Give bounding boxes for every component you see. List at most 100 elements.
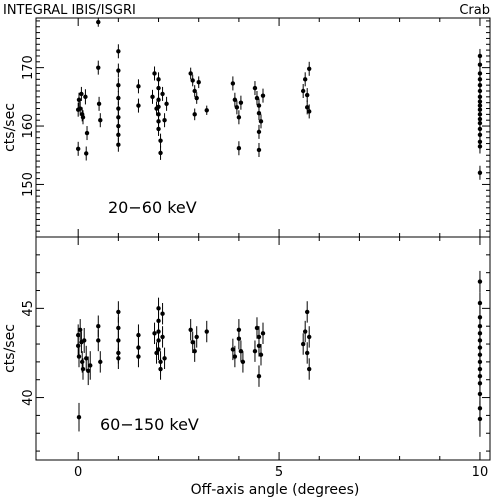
data-point bbox=[156, 306, 161, 311]
data-point bbox=[188, 327, 193, 332]
data-point bbox=[76, 97, 82, 102]
data-point bbox=[116, 95, 121, 101]
data-point bbox=[116, 142, 121, 147]
data-point bbox=[150, 94, 155, 100]
data-point bbox=[236, 336, 242, 341]
data-point bbox=[238, 100, 244, 105]
data-point bbox=[302, 77, 308, 82]
plot-frame bbox=[35, 17, 491, 238]
data-point bbox=[80, 115, 86, 120]
y-tick-label: 160 bbox=[21, 114, 36, 139]
data-point bbox=[477, 391, 483, 397]
data-point bbox=[158, 150, 163, 156]
data-point bbox=[162, 356, 167, 361]
data-point bbox=[84, 130, 90, 136]
data-point bbox=[477, 300, 483, 306]
data-point bbox=[76, 414, 82, 420]
data-point bbox=[252, 85, 258, 91]
data-point bbox=[194, 334, 199, 340]
data-point bbox=[156, 104, 161, 109]
data-point bbox=[258, 352, 264, 357]
data-point bbox=[300, 88, 306, 94]
data-point bbox=[256, 129, 262, 135]
data-point bbox=[230, 81, 236, 86]
y-tick-label: 150 bbox=[21, 172, 36, 197]
data-point bbox=[116, 356, 121, 361]
data-point bbox=[158, 366, 163, 372]
data-point bbox=[80, 366, 86, 372]
data-point bbox=[79, 91, 84, 97]
data-point bbox=[234, 105, 240, 110]
data-point bbox=[307, 66, 312, 72]
data-point bbox=[252, 348, 258, 354]
data-point bbox=[190, 78, 195, 83]
data-point bbox=[116, 123, 121, 129]
data-point bbox=[116, 106, 121, 111]
data-point bbox=[96, 338, 101, 343]
data-point bbox=[116, 132, 121, 137]
data-point bbox=[75, 146, 81, 152]
data-point bbox=[156, 126, 161, 132]
data-point bbox=[236, 115, 242, 120]
data-point bbox=[96, 324, 101, 329]
data-point bbox=[96, 65, 101, 70]
data-point bbox=[188, 71, 193, 76]
x-tick-label: 5 bbox=[275, 465, 283, 480]
data-point bbox=[156, 85, 161, 91]
y-tick-label: 45 bbox=[21, 300, 36, 317]
data-point bbox=[307, 109, 312, 114]
data-point bbox=[160, 311, 165, 316]
data-point bbox=[158, 138, 163, 143]
data-point bbox=[477, 62, 483, 67]
data-point bbox=[204, 108, 209, 113]
data-point bbox=[156, 119, 161, 124]
data-point bbox=[152, 71, 157, 76]
data-point bbox=[256, 110, 262, 116]
data-point bbox=[260, 93, 266, 98]
data-point bbox=[77, 106, 83, 111]
y-tick-label: 40 bbox=[21, 389, 36, 406]
instrument-label: INTEGRAL IBIS/ISGRI bbox=[3, 3, 136, 18]
data-point bbox=[192, 88, 197, 94]
data-point bbox=[76, 354, 82, 359]
data-point bbox=[96, 101, 102, 107]
data-point bbox=[82, 338, 87, 343]
data-point bbox=[116, 68, 121, 73]
data-point bbox=[477, 279, 483, 284]
data-point bbox=[83, 94, 88, 100]
data-point bbox=[80, 359, 85, 365]
data-point bbox=[154, 350, 159, 356]
energy-band-label: 60−150 keV bbox=[100, 415, 199, 434]
data-point bbox=[160, 334, 165, 340]
data-point bbox=[192, 112, 197, 117]
data-point bbox=[258, 119, 264, 124]
data-point bbox=[196, 80, 201, 85]
x-tick-label: 0 bbox=[74, 465, 82, 480]
data-point bbox=[194, 95, 199, 101]
data-point bbox=[84, 151, 89, 156]
data-point bbox=[116, 338, 121, 343]
data-point bbox=[96, 19, 101, 25]
data-point bbox=[304, 92, 310, 98]
panel-20-60-kev: 150 160 170 cts/sec 20−60 keV bbox=[2, 17, 491, 238]
data-point bbox=[156, 318, 161, 324]
data-point bbox=[75, 343, 81, 349]
data-point bbox=[477, 416, 483, 422]
data-point bbox=[260, 331, 266, 336]
data-point bbox=[240, 359, 246, 365]
data-point bbox=[156, 77, 161, 82]
data-point bbox=[230, 347, 236, 352]
y-axis-label: cts/sec bbox=[2, 103, 18, 152]
data-point bbox=[190, 340, 195, 345]
x-axis: 0 5 10 bbox=[74, 465, 488, 480]
data-point bbox=[256, 103, 262, 108]
data-point bbox=[77, 327, 83, 332]
data-point bbox=[236, 146, 242, 151]
data-point bbox=[232, 97, 238, 102]
data-point bbox=[477, 381, 483, 386]
data-point bbox=[254, 325, 260, 331]
x-tick-label: 10 bbox=[472, 465, 489, 480]
data-point bbox=[204, 329, 209, 334]
data-point bbox=[86, 368, 91, 373]
